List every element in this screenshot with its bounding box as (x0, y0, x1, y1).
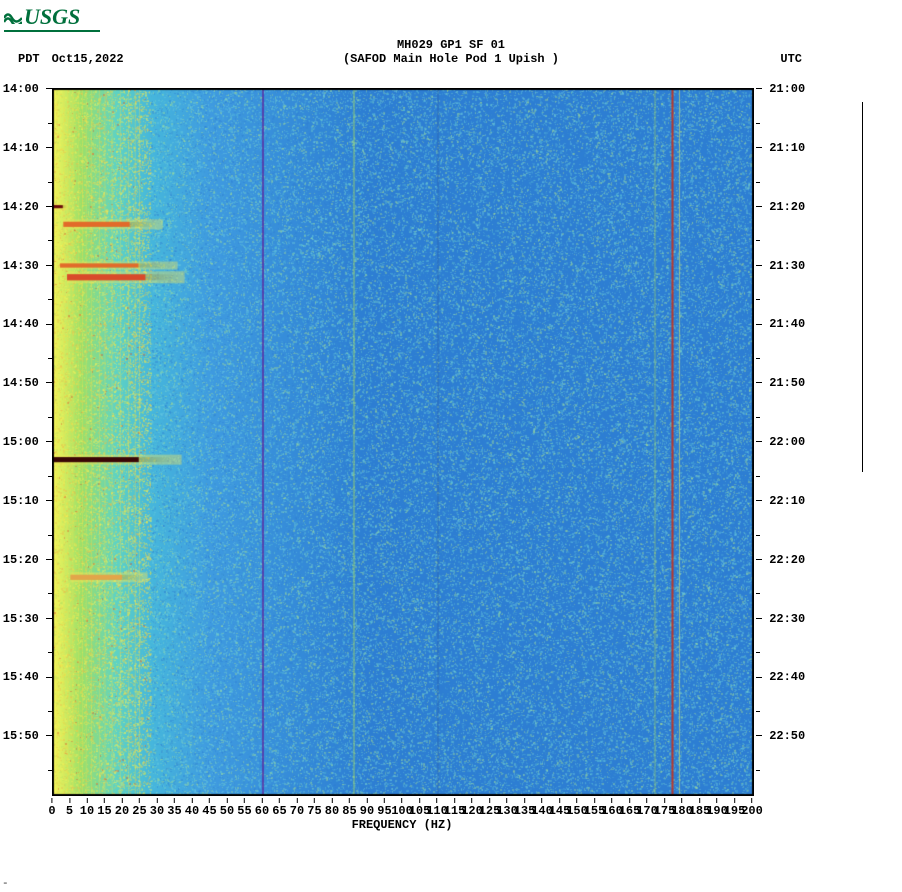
y-left-minor-tick (48, 234, 52, 248)
x-tick: 45 (202, 798, 216, 818)
y-right-tick: 21:00 (756, 82, 805, 96)
spectrogram-container (52, 88, 754, 796)
right-timezone-label: UTC (780, 52, 802, 66)
x-tick: 70 (290, 798, 304, 818)
x-tick: 55 (237, 798, 251, 818)
x-tick: 80 (325, 798, 339, 818)
x-tick: 50 (220, 798, 234, 818)
x-tick: 65 (272, 798, 286, 818)
x-tick: 5 (66, 798, 73, 818)
y-right-minor-tick (756, 352, 760, 366)
y-left-tick: 15:00 (3, 435, 52, 449)
y-right-tick: 22:40 (756, 670, 805, 684)
y-right-minor-tick (756, 293, 760, 307)
y-right-tick: 22:20 (756, 553, 805, 567)
y-left-tick: 15:10 (3, 494, 52, 508)
y-right-minor-tick (756, 411, 760, 425)
y-left-tick: 15:40 (3, 670, 52, 684)
y-left-minor-tick (48, 411, 52, 425)
y-left-minor-tick (48, 587, 52, 601)
left-tz-label: PDT (18, 52, 40, 66)
y-right-minor-tick (756, 587, 760, 601)
y-left-tick: 14:40 (3, 317, 52, 331)
y-left-minor-tick (48, 175, 52, 189)
y-left-minor-tick (48, 705, 52, 719)
y-left-minor-tick (48, 352, 52, 366)
y-right-minor-tick (756, 116, 760, 130)
spectrogram-heatmap (52, 88, 754, 796)
x-tick: 0 (48, 798, 55, 818)
side-bar-mark (862, 102, 863, 472)
usgs-logo: USGS (4, 4, 80, 30)
x-tick: 90 (360, 798, 374, 818)
y-left-tick: 14:50 (3, 376, 52, 390)
y-left-tick: 14:30 (3, 259, 52, 273)
date-label: Oct15,2022 (52, 52, 124, 66)
usgs-wave-icon (4, 4, 22, 30)
y-left-tick: 14:00 (3, 82, 52, 96)
x-tick: 200 (741, 798, 763, 818)
x-axis-label: FREQUENCY (HZ) (52, 818, 752, 832)
x-tick: 60 (255, 798, 269, 818)
x-tick: 20 (115, 798, 129, 818)
x-tick: 85 (342, 798, 356, 818)
x-tick: 25 (132, 798, 146, 818)
y-right-minor-tick (756, 646, 760, 660)
usgs-logo-underline (4, 30, 100, 32)
y-left-tick: 14:10 (3, 141, 52, 155)
x-tick: 75 (307, 798, 321, 818)
y-left-tick: 15:30 (3, 612, 52, 626)
y-right-minor-tick (756, 764, 760, 778)
x-tick: 35 (167, 798, 181, 818)
y-right-minor-tick (756, 469, 760, 483)
usgs-logo-text: USGS (24, 4, 80, 30)
x-tick: 40 (185, 798, 199, 818)
y-right-tick: 22:00 (756, 435, 805, 449)
y-right-minor-tick (756, 528, 760, 542)
y-left-minor-tick (48, 293, 52, 307)
y-left-minor-tick (48, 469, 52, 483)
x-tick: 30 (150, 798, 164, 818)
y-right-tick: 21:30 (756, 259, 805, 273)
y-right-minor-tick (756, 175, 760, 189)
chart-title-line1: MH029 GP1 SF 01 (0, 38, 902, 52)
y-right-tick: 21:10 (756, 141, 805, 155)
x-tick: 15 (97, 798, 111, 818)
y-right-tick: 21:40 (756, 317, 805, 331)
y-left-tick: 14:20 (3, 200, 52, 214)
x-tick: 95 (377, 798, 391, 818)
y-left-minor-tick (48, 764, 52, 778)
y-left-minor-tick (48, 646, 52, 660)
x-axis: FREQUENCY (HZ) 0510152025303540455055606… (52, 798, 752, 838)
x-tick: 10 (80, 798, 94, 818)
left-timezone-date: PDT Oct15,2022 (18, 52, 124, 66)
y-right-tick: 22:50 (756, 729, 805, 743)
y-right-minor-tick (756, 234, 760, 248)
y-right-minor-tick (756, 705, 760, 719)
y-right-tick: 21:20 (756, 200, 805, 214)
y-left-tick: 15:50 (3, 729, 52, 743)
y-left-tick: 15:20 (3, 553, 52, 567)
y-right-tick: 22:30 (756, 612, 805, 626)
y-right-tick: 22:10 (756, 494, 805, 508)
chart-title-line2: (SAFOD Main Hole Pod 1 Upish ) (0, 52, 902, 66)
y-left-minor-tick (48, 116, 52, 130)
corner-mark: - (2, 878, 9, 890)
y-left-minor-tick (48, 528, 52, 542)
y-right-tick: 21:50 (756, 376, 805, 390)
